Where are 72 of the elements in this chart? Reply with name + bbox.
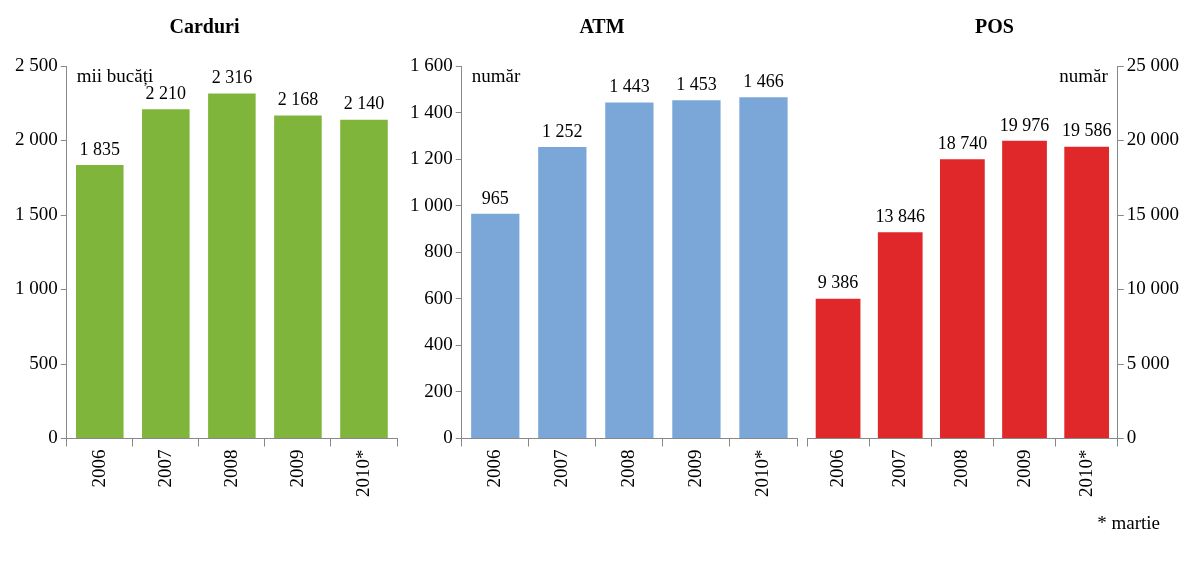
x-tick-label: 2008: [219, 449, 241, 488]
data-label: 18 740: [937, 133, 988, 154]
x-tick-label: 2009: [684, 449, 706, 488]
y-tick-label: 1 200: [410, 147, 453, 169]
x-tick-label: 2007: [550, 449, 572, 488]
x-tick-label: 2006: [483, 449, 505, 488]
y-axis-title: număr: [471, 65, 521, 87]
bar: [538, 147, 587, 438]
y-tick-label: 0: [48, 426, 58, 448]
bar: [877, 232, 923, 438]
x-tick-label: 2006: [826, 449, 848, 488]
chart-title: Carduri: [169, 15, 240, 38]
bar: [340, 119, 388, 438]
bar: [672, 100, 721, 438]
x-tick-label: 2009: [1012, 449, 1034, 488]
x-tick-label: 2010*: [351, 449, 373, 497]
bar: [739, 97, 788, 438]
x-tick-label: 2008: [617, 449, 639, 488]
bar: [208, 93, 256, 438]
bar: [471, 213, 520, 438]
y-tick-label: 800: [424, 240, 453, 262]
x-tick-label: 2010*: [1074, 449, 1096, 497]
y2-tick-label: 5 000: [1126, 351, 1170, 373]
y-tick-label: 400: [424, 333, 453, 355]
data-label: 13 846: [875, 205, 925, 226]
y2-axis-title: număr: [1059, 65, 1109, 87]
data-label: 1 443: [609, 76, 650, 97]
data-label: 965: [481, 187, 509, 208]
y-tick-label: 500: [29, 351, 58, 373]
y-tick-label: 0: [443, 426, 453, 448]
chart-title: POS: [975, 15, 1014, 38]
bar: [1064, 146, 1110, 438]
x-tick-label: 2007: [153, 449, 175, 488]
y2-tick-label: 20 000: [1126, 128, 1179, 150]
y-tick-label: 1 000: [15, 277, 58, 299]
text: * martie: [1097, 512, 1160, 534]
data-label: 19 586: [1061, 120, 1112, 141]
data-label: 1 453: [676, 73, 717, 94]
x-tick-label: 2009: [285, 449, 307, 488]
x-tick-label: 2007: [888, 449, 910, 488]
x-tick-label: 2010*: [751, 449, 773, 497]
y-tick-label: 600: [424, 286, 453, 308]
y-axis-title: mii bucăți: [76, 65, 154, 87]
data-label: 2 140: [343, 93, 385, 114]
bar: [76, 165, 124, 438]
data-label: 9 386: [817, 272, 859, 293]
bar: [940, 159, 985, 438]
bar: [274, 115, 322, 438]
y2-tick-label: 15 000: [1126, 202, 1179, 224]
chart-title: ATM: [579, 15, 625, 38]
y2-tick-label: 10 000: [1126, 277, 1179, 299]
data-label: 2 316: [211, 67, 253, 88]
y2-tick-label: 0: [1126, 426, 1137, 448]
y-tick-label: 2 500: [15, 53, 58, 75]
data-label: 1 835: [79, 138, 121, 159]
bar: [142, 109, 190, 438]
bar: [815, 298, 861, 438]
y2-tick-label: 25 000: [1126, 53, 1179, 75]
y-tick-label: 1 600: [410, 53, 453, 75]
y-tick-label: 1 000: [410, 193, 453, 215]
data-label: 2 168: [277, 89, 319, 110]
x-tick-label: 2006: [87, 449, 109, 488]
y-tick-label: 1 500: [15, 202, 58, 224]
y-tick-label: 1 400: [410, 100, 453, 122]
bar: [605, 102, 654, 438]
y-tick-label: 200: [424, 379, 453, 401]
data-label: 1 466: [743, 70, 784, 91]
x-tick-label: 2008: [950, 449, 972, 488]
y-tick-label: 2 000: [15, 128, 58, 150]
bar: [1002, 140, 1047, 438]
data-label: 1 252: [542, 120, 583, 141]
data-label: 19 976: [999, 114, 1050, 135]
